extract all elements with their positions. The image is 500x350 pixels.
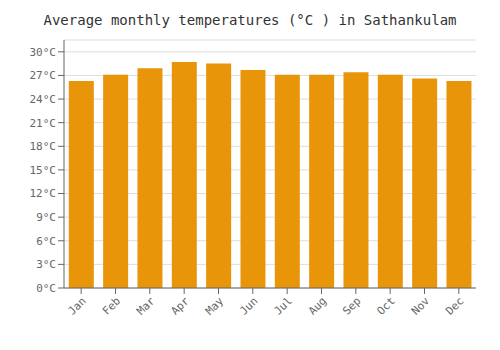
svg-text:Jan: Jan [66, 294, 89, 317]
svg-text:Oct: Oct [375, 294, 398, 317]
svg-text:15°C: 15°C [30, 164, 57, 177]
svg-text:3°C: 3°C [36, 258, 56, 271]
svg-text:21°C: 21°C [30, 117, 57, 130]
svg-text:24°C: 24°C [30, 93, 57, 106]
svg-text:12°C: 12°C [30, 187, 57, 200]
svg-text:May: May [203, 294, 227, 318]
svg-text:Sep: Sep [340, 294, 363, 317]
svg-text:30°C: 30°C [30, 46, 57, 59]
svg-text:9°C: 9°C [36, 211, 56, 224]
svg-text:Jul: Jul [272, 294, 295, 317]
svg-text:Jun: Jun [237, 294, 260, 317]
svg-text:Apr: Apr [169, 294, 193, 318]
html-text:Average monthly temperatures (: Average monthly temperatures (°C ) in Sa… [43, 12, 457, 28]
svg-text:6°C: 6°C [36, 235, 56, 248]
svg-text:Nov: Nov [409, 294, 433, 318]
svg-text:Dec: Dec [443, 294, 466, 317]
svg-text:Aug: Aug [306, 294, 329, 317]
svg-text:27°C: 27°C [30, 69, 57, 82]
svg-text:18°C: 18°C [30, 140, 57, 153]
svg-text:Mar: Mar [134, 294, 158, 318]
svg-text:0°C: 0°C [36, 282, 56, 295]
svg-text:Feb: Feb [100, 294, 123, 317]
